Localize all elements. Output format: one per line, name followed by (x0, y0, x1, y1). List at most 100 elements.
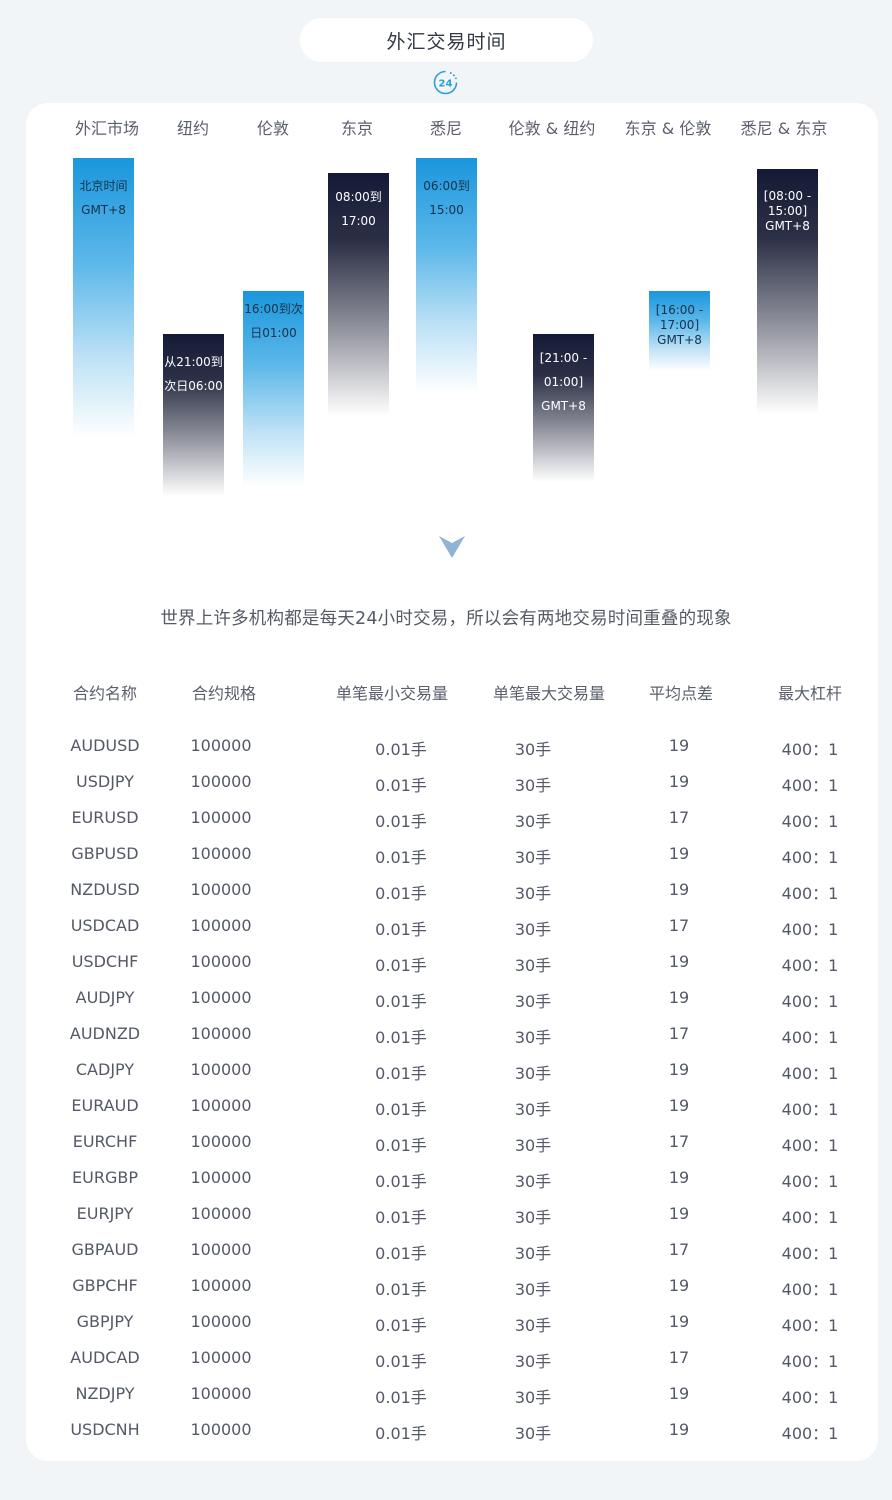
td-max-volume: 30手 (514, 1028, 552, 1047)
header-london-newyork: 伦敦 & 纽约 (508, 119, 596, 138)
td-avg-spread: 19 (668, 952, 690, 971)
td-max-volume: 30手 (514, 1172, 552, 1191)
td-min-volume: 0.01手 (375, 956, 427, 975)
td-min-volume: 0.01手 (375, 1280, 427, 1299)
td-contract-size: 100000 (190, 916, 252, 935)
td-max-volume: 30手 (514, 884, 552, 903)
td-max-volume: 30手 (514, 740, 552, 759)
td-contract-size: 100000 (190, 1168, 252, 1187)
td-avg-spread: 19 (668, 1204, 690, 1223)
td-max-leverage: 400：1 (781, 1208, 839, 1227)
td-max-volume: 30手 (514, 1208, 552, 1227)
td-max-volume: 30手 (514, 1316, 552, 1335)
td-max-volume: 30手 (514, 956, 552, 975)
td-contract-name: EURJPY (76, 1204, 134, 1223)
td-max-volume: 30手 (514, 1280, 552, 1299)
bar-tokyo: 08:00到 17:00 (328, 173, 389, 416)
td-min-volume: 0.01手 (375, 1244, 427, 1263)
td-min-volume: 0.01手 (375, 1028, 427, 1047)
td-max-volume: 30手 (514, 812, 552, 831)
bar-london-newyork: [21:00 - 01:00] GMT+8 (533, 334, 594, 482)
td-max-leverage: 400：1 (781, 920, 839, 939)
td-min-volume: 0.01手 (375, 884, 427, 903)
td-contract-name: AUDCAD (70, 1348, 140, 1367)
td-contract-name: USDCAD (70, 916, 140, 935)
th-min-volume: 单笔最小交易量 (335, 684, 449, 703)
td-contract-size: 100000 (190, 1060, 252, 1079)
td-contract-size: 100000 (190, 1240, 252, 1259)
td-avg-spread: 19 (668, 844, 690, 863)
td-avg-spread: 17 (668, 1024, 690, 1043)
td-avg-spread: 19 (668, 772, 690, 791)
td-avg-spread: 19 (668, 1060, 690, 1079)
bar-text: GMT+8 (81, 203, 126, 217)
td-contract-size: 100000 (190, 880, 252, 899)
td-contract-name: CADJPY (75, 1060, 135, 1079)
td-max-leverage: 400：1 (781, 1172, 839, 1191)
td-contract-name: USDCHF (71, 952, 139, 971)
td-contract-name: EURAUD (71, 1096, 139, 1115)
td-max-leverage: 400：1 (781, 1244, 839, 1263)
overlap-caption: 世界上许多机构都是每天24小时交易，所以会有两地交易时间重叠的现象 (160, 609, 732, 629)
td-contract-name: NZDJPY (75, 1384, 135, 1403)
td-contract-size: 100000 (190, 772, 252, 791)
td-contract-name: GBPJPY (76, 1312, 134, 1331)
bar-new-york: 从21:00到 次日06:00 (163, 334, 224, 496)
td-max-volume: 30手 (514, 992, 552, 1011)
td-max-leverage: 400：1 (781, 1064, 839, 1083)
td-avg-spread: 19 (668, 880, 690, 899)
td-contract-size: 100000 (190, 1096, 252, 1115)
th-max-leverage: 最大杠杆 (777, 684, 843, 703)
td-max-leverage: 400：1 (781, 992, 839, 1011)
td-contract-name: AUDNZD (69, 1024, 141, 1043)
td-min-volume: 0.01手 (375, 1352, 427, 1371)
bar-text: 日01:00 (250, 326, 297, 340)
td-max-volume: 30手 (514, 1136, 552, 1155)
header-sydney-tokyo: 悉尼 & 东京 (740, 119, 828, 138)
td-max-leverage: 400：1 (781, 776, 839, 795)
bar-text: 次日06:00 (164, 379, 223, 393)
td-max-leverage: 400：1 (781, 1316, 839, 1335)
td-contract-size: 100000 (190, 952, 252, 971)
td-min-volume: 0.01手 (375, 740, 427, 759)
td-contract-size: 100000 (190, 808, 252, 827)
td-max-leverage: 400：1 (781, 1136, 839, 1155)
bar-text: GMT+8 (765, 219, 810, 233)
td-contract-name: USDJPY (76, 772, 134, 791)
td-max-volume: 30手 (514, 1424, 552, 1443)
td-avg-spread: 17 (668, 1132, 690, 1151)
td-max-volume: 30手 (514, 848, 552, 867)
td-min-volume: 0.01手 (375, 1172, 427, 1191)
page-title: 外汇交易时间 (300, 18, 593, 62)
td-min-volume: 0.01手 (375, 992, 427, 1011)
td-avg-spread: 19 (668, 1276, 690, 1295)
bar-text: 从21:00到 (164, 355, 223, 369)
td-max-volume: 30手 (514, 1388, 552, 1407)
header-tokyo: 东京 (340, 119, 374, 138)
td-contract-size: 100000 (190, 736, 252, 755)
td-contract-name: EURUSD (71, 808, 139, 827)
td-avg-spread: 17 (668, 1348, 690, 1367)
td-contract-size: 100000 (190, 844, 252, 863)
td-contract-size: 100000 (190, 1132, 252, 1151)
bar-text: 16:00到次 (244, 302, 303, 316)
header-london: 伦敦 (256, 119, 290, 138)
bar-sydney-tokyo: [08:00 - 15:00] GMT+8 (757, 169, 818, 414)
td-contract-name: EURGBP (72, 1168, 138, 1187)
td-max-leverage: 400：1 (781, 1352, 839, 1371)
td-contract-name: AUDJPY (75, 988, 135, 1007)
td-contract-name: NZDUSD (70, 880, 140, 899)
bar-london: 16:00到次 日01:00 (243, 291, 304, 487)
td-avg-spread: 17 (668, 1240, 690, 1259)
bar-text: [21:00 - (539, 351, 588, 365)
bar-sydney: 06:00到 15:00 (416, 158, 477, 393)
bar-text: 17:00] (659, 318, 700, 332)
th-contract-size: 合约规格 (191, 684, 257, 703)
th-contract-name: 合约名称 (72, 684, 138, 703)
header-tokyo-london: 东京 & 伦敦 (624, 119, 712, 138)
td-min-volume: 0.01手 (375, 1424, 427, 1443)
down-arrow-icon (439, 536, 465, 558)
header-forex-market: 外汇市场 (74, 119, 140, 138)
td-max-leverage: 400：1 (781, 1100, 839, 1119)
bar-text: 15:00 (429, 203, 464, 217)
